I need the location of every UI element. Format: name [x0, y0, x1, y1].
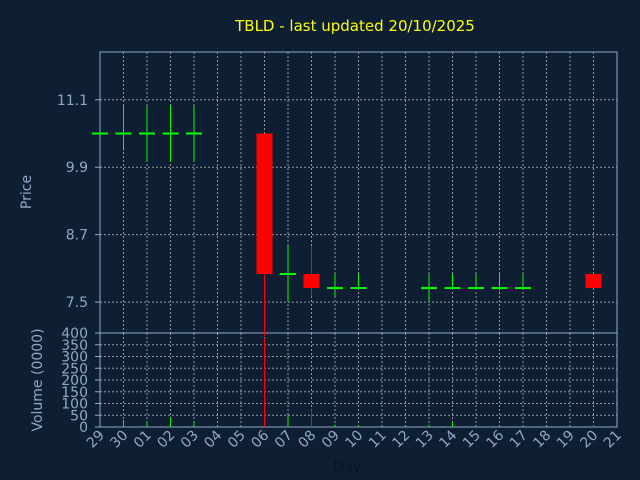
x-tick-label: 03 — [178, 428, 202, 452]
volume-y-tick-label: 0 — [79, 420, 88, 436]
price-grid — [100, 52, 617, 333]
x-tick-label: 11 — [366, 428, 390, 452]
x-axis-title: Day — [333, 459, 361, 475]
volume-y-tick-label: 100 — [61, 397, 88, 413]
price-axis-title: Price — [19, 175, 35, 209]
x-tick-label: 30 — [107, 428, 131, 452]
x-tick-label: 02 — [154, 428, 178, 452]
x-tick-label: 04 — [201, 427, 225, 451]
price-y-tick-label: 8.7 — [66, 228, 88, 244]
candle — [303, 245, 320, 297]
x-tick-label: 15 — [460, 428, 484, 452]
x-ticks: 29 30 01 02 03 04 05 06 07 08 09 10 11 12 13 14 15 16 17 18… — [84, 427, 625, 451]
candle — [256, 133, 273, 336]
x-tick-label: 21 — [601, 428, 625, 452]
price-y-tick-label: 11.1 — [57, 93, 88, 109]
price-y-tick-label: 9.9 — [66, 160, 88, 176]
candle — [327, 273, 343, 297]
candle — [139, 105, 155, 162]
price-y-tick-label: 7.5 — [66, 295, 88, 311]
candles — [92, 105, 602, 336]
candle — [444, 273, 461, 290]
candle — [421, 273, 437, 303]
candle — [162, 105, 179, 162]
candle — [186, 105, 202, 162]
x-tick-label: 01 — [131, 428, 155, 452]
volume-y-tick-label: 400 — [61, 326, 88, 342]
x-tick-label: 07 — [272, 428, 296, 452]
volume-y-tick-label: 150 — [61, 385, 88, 401]
candle — [491, 273, 508, 291]
x-tick-label: 08 — [295, 428, 319, 452]
x-tick-label: 05 — [225, 428, 249, 452]
candle — [515, 273, 531, 290]
candle-body — [303, 273, 320, 289]
price-y-ticks: 11.1 9.9 8.7 7.5 — [57, 93, 100, 311]
x-tick-label: 09 — [319, 428, 343, 452]
candle-body — [585, 273, 602, 289]
x-tick-label: 13 — [413, 428, 437, 452]
candle — [585, 273, 602, 289]
x-tick-label: 12 — [389, 428, 413, 452]
x-tick-label: 20 — [577, 428, 601, 452]
candle — [350, 273, 367, 290]
volume-y-tick-label: 50 — [70, 408, 88, 424]
chart-title: TBLD - last updated 20/10/2025 — [234, 17, 475, 35]
candle — [280, 245, 296, 303]
x-tick-label: 18 — [530, 428, 554, 452]
volume-y-tick-label: 200 — [61, 373, 88, 389]
x-tick-label: 14 — [436, 427, 460, 451]
x-tick-label: 16 — [483, 427, 507, 451]
volume-y-tick-label: 300 — [61, 350, 88, 366]
candle-body — [256, 133, 273, 274]
volume-y-tick-label: 350 — [61, 338, 88, 354]
x-tick-label: 17 — [507, 428, 531, 452]
x-tick-label: 19 — [554, 428, 578, 452]
x-tick-label: 06 — [248, 427, 272, 451]
candle — [468, 273, 484, 290]
volume-bars — [123, 337, 594, 427]
x-tick-label: 10 — [342, 428, 366, 452]
volume-axis-title: Volume (0000) — [30, 328, 46, 431]
candle — [115, 105, 132, 151]
volume-grid — [100, 333, 617, 427]
volume-y-tick-label: 250 — [61, 361, 88, 377]
